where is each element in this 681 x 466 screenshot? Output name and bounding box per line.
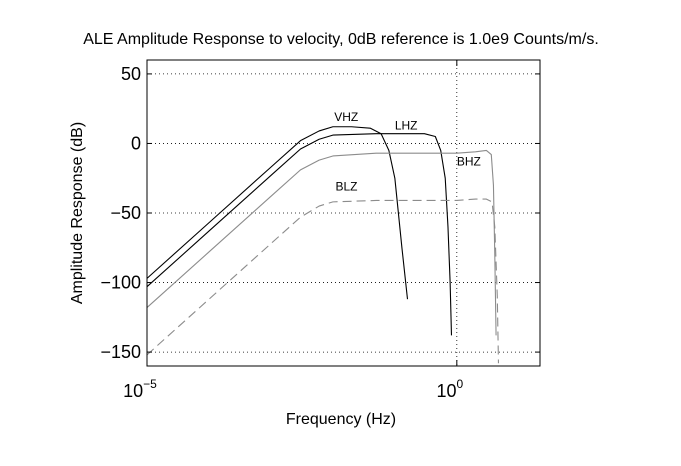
curve-label-vhz: VHZ [334,110,358,124]
x-tick-exponent: −5 [143,377,157,391]
series-line-vhz [146,126,409,300]
grid [146,60,540,366]
y-tick-label: 0 [131,133,141,153]
series-line-lhz [146,133,453,336]
x-axis-label: Frequency (Hz) [286,411,396,428]
series-line-blz [146,198,500,364]
x-tick-label: 100 [436,377,463,401]
series-layer [146,126,500,364]
series-line-bhz [146,149,497,336]
x-tick-label: 10−5 [123,377,157,401]
y-tick-label: −50 [110,203,141,223]
y-tick-label: −150 [100,342,141,362]
x-tick-base: 10 [436,381,456,401]
curve-label-blz: BLZ [335,180,357,194]
curve-label-bhz: BHZ [457,155,481,169]
curve-label-lhz: LHZ [395,119,418,133]
y-axis-label: Amplitude Response (dB) [69,122,86,304]
y-tick-label: −100 [100,273,141,293]
annotation-layer: VHZ LHZ BHZ BLZ [334,110,481,194]
x-tick-exponent: 0 [456,377,463,391]
x-tick-base: 10 [123,381,143,401]
y-tick-label: 50 [121,64,141,84]
chart-title: ALE Amplitude Response to velocity, 0dB … [83,31,599,48]
